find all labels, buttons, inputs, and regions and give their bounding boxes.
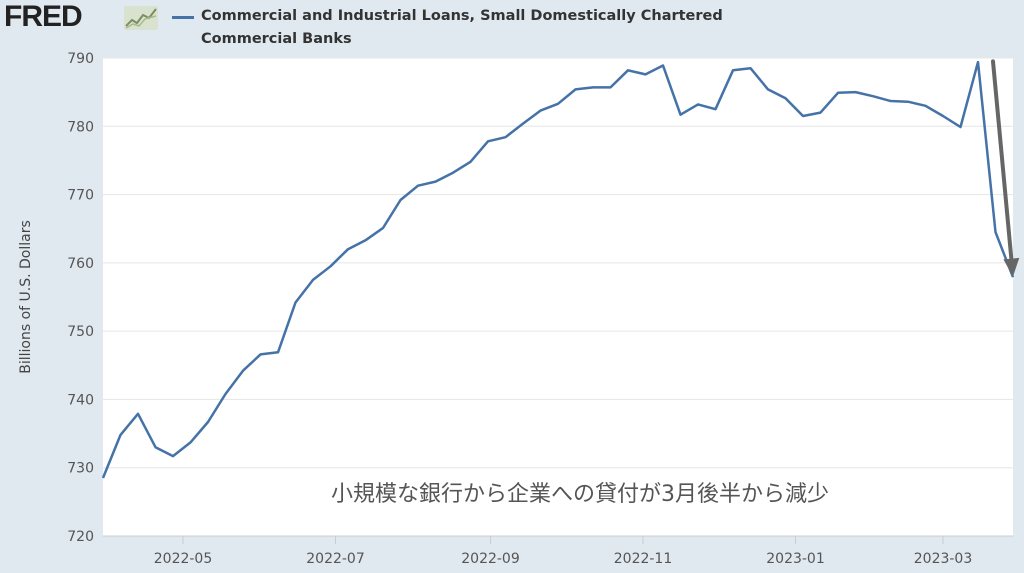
- y-axis-label: Billions of U.S. Dollars: [18, 220, 34, 374]
- legend-entry: Commercial and Industrial Loans, Small D…: [201, 5, 801, 51]
- fred-logo: FRED: [4, 0, 83, 33]
- y-tick-label: 770: [67, 188, 94, 204]
- y-tick-label: 750: [67, 324, 94, 340]
- y-tick-label: 720: [67, 529, 94, 545]
- y-tick-label: 760: [67, 256, 94, 272]
- y-tick-label: 730: [67, 461, 94, 477]
- x-tick-label: 2022-07: [306, 551, 365, 567]
- chart-annotation: 小規模な銀行から企業への貸付が3月後半から減少: [331, 482, 829, 507]
- y-tick-label: 790: [67, 51, 94, 67]
- legend-line-1: Commercial and Industrial Loans, Small D…: [201, 8, 723, 24]
- x-tick-label: 2022-11: [614, 551, 673, 567]
- legend-swatch: [172, 16, 194, 19]
- x-tick-label: 2022-05: [154, 551, 213, 567]
- series-layer: [101, 60, 1015, 479]
- arrow-head: [1003, 257, 1020, 277]
- arrow-shaft: [991, 59, 1014, 261]
- fred-sparkline-icon: [124, 6, 158, 30]
- x-tick-label: 2022-09: [461, 551, 520, 567]
- y-tick-label: 780: [67, 119, 94, 135]
- y-tick-label: 740: [67, 392, 94, 408]
- x-axis-ticks: 2022-05 2022-07 2022-09 2022-11 2023-01 2023-…: [103, 535, 1013, 567]
- x-tick-label: 2023-03: [914, 551, 973, 567]
- legend-line-2: Commercial Banks: [201, 31, 352, 47]
- x-tick-label: 2023-01: [766, 551, 825, 567]
- plot-area: [103, 58, 1013, 536]
- trend-arrow: [991, 59, 1020, 277]
- y-axis-ticks: 720 730 740 750 760 770 780 790: [67, 51, 94, 545]
- chart-header: FRED Commercial and Industrial Loans, Sm…: [0, 0, 1024, 56]
